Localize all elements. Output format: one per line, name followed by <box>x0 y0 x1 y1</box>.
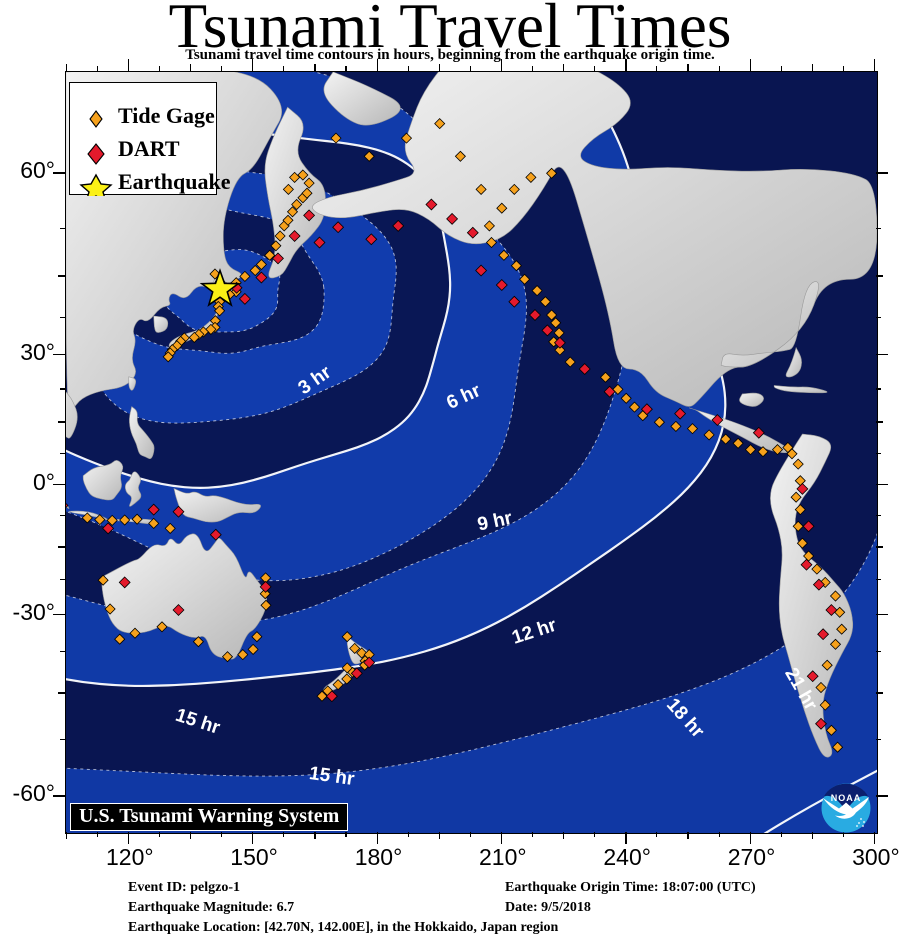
svg-text:NOAA: NOAA <box>831 793 862 803</box>
